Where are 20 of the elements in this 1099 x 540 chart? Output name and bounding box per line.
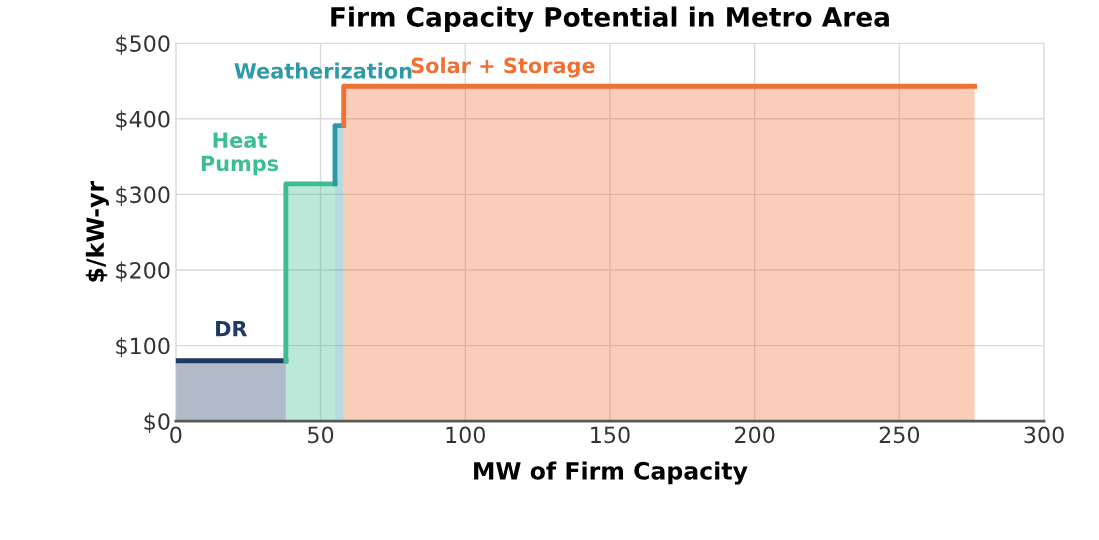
- y-tick-label: $200: [116, 261, 170, 282]
- series-label: DR: [216, 321, 248, 337]
- x-tick-label: 150: [591, 426, 630, 444]
- x-tick-label: 250: [879, 426, 920, 444]
- x-tick-label: 50: [308, 426, 334, 444]
- series-label: Heat Pumps: [201, 132, 279, 176]
- x-axis-title: MW of Firm Capacity: [474, 461, 748, 485]
- chart-title: Firm Capacity Potential in Metro Area: [331, 6, 889, 33]
- text: Weatherization: [234, 62, 412, 79]
- x-tick-label: 100: [446, 426, 485, 444]
- y-tick-label: $100: [116, 337, 170, 358]
- x-tick-label: 0: [170, 426, 182, 444]
- y-tick-label: $400: [116, 110, 170, 131]
- y-tick-label: $300: [116, 185, 170, 207]
- y-tick-label: $500: [116, 34, 170, 55]
- y-axis-title: $/kW-yr: [85, 180, 109, 282]
- series-label: Solar + Storage: [411, 57, 595, 78]
- x-tick-label: 200: [735, 426, 775, 444]
- y-tick-label: $0: [144, 412, 170, 433]
- x-tick-label: 300: [1024, 426, 1064, 444]
